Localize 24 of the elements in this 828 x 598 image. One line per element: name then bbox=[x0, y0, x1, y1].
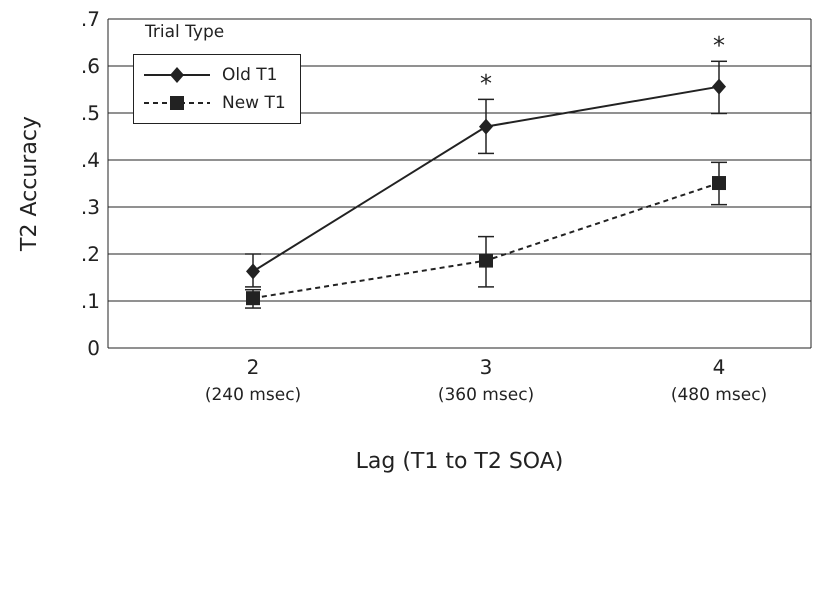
annotation: * bbox=[713, 31, 725, 60]
x-tick-label: 4 (480 msec) bbox=[670, 355, 768, 405]
point bbox=[479, 254, 493, 268]
point bbox=[479, 118, 493, 135]
y-tick-label: .3 bbox=[80, 195, 100, 220]
y-tick-label: .1 bbox=[80, 289, 100, 314]
point bbox=[712, 78, 726, 95]
y-tick-label: .2 bbox=[80, 242, 100, 266]
annotation: * bbox=[480, 69, 492, 98]
legend-title: Trial Type bbox=[145, 22, 226, 42]
y-tick-label: .5 bbox=[80, 101, 100, 126]
x-tick-label: 2 (240 msec) bbox=[204, 355, 302, 405]
y-tick-label: 0 bbox=[87, 336, 100, 360]
y-tick-label: .4 bbox=[80, 148, 100, 172]
y-tick-label: .7 bbox=[80, 7, 100, 32]
point bbox=[246, 291, 260, 306]
y-axis-title: T2 Accuracy bbox=[16, 116, 42, 252]
legend-label: Old T1 bbox=[222, 65, 278, 85]
point bbox=[246, 263, 260, 280]
legend-label: New T1 bbox=[222, 93, 286, 113]
point bbox=[712, 176, 726, 190]
x-tick-label: 3 (360 msec) bbox=[438, 355, 534, 405]
x-axis-title: Lag (T1 to T2 SOA) bbox=[356, 449, 564, 474]
y-tick-label: .6 bbox=[80, 54, 100, 78]
